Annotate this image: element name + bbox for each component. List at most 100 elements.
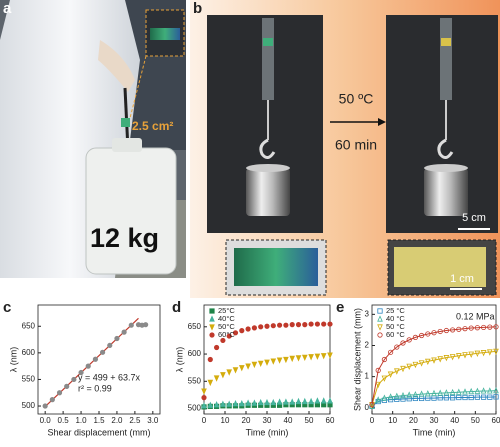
data-point xyxy=(431,389,437,397)
data-point xyxy=(264,359,270,366)
data-point xyxy=(295,322,302,328)
y-tick-label: 2 xyxy=(365,341,370,350)
data-point xyxy=(480,387,487,394)
data-point xyxy=(486,387,493,394)
data-point xyxy=(289,355,296,363)
data-point xyxy=(232,367,239,374)
data-point xyxy=(418,360,425,367)
data-point xyxy=(443,389,450,396)
x-tick-label: 0 xyxy=(370,416,375,425)
data-point xyxy=(474,387,481,394)
data-point xyxy=(449,388,456,396)
data-point xyxy=(468,387,475,395)
data-point xyxy=(232,330,239,336)
x-tick-label: 50 xyxy=(305,416,314,425)
y-tick-label: 500 xyxy=(188,404,202,413)
data-point xyxy=(412,391,419,398)
legend-label: 40 °C xyxy=(386,314,405,323)
data-point xyxy=(85,363,91,369)
data-point xyxy=(406,391,413,398)
data-point xyxy=(480,394,487,400)
x-tick-label: 30 xyxy=(263,416,272,425)
data-point xyxy=(114,335,120,342)
y-axis-label: λ (nm) xyxy=(174,347,184,373)
data-point xyxy=(270,323,276,329)
data-point xyxy=(387,349,394,355)
data-point xyxy=(320,353,327,360)
data-point xyxy=(257,398,264,406)
x-tick-label: 60 xyxy=(492,416,500,425)
data-point xyxy=(220,337,226,344)
data-point xyxy=(314,321,320,327)
data-point xyxy=(226,400,233,407)
data-point xyxy=(78,369,84,376)
x-tick-label: 0 xyxy=(202,416,207,425)
sample-right xyxy=(424,18,468,216)
x-axis-label: Time (min) xyxy=(413,427,456,437)
data-point xyxy=(245,363,251,370)
data-point xyxy=(493,324,499,330)
data-point xyxy=(493,348,499,356)
data-point xyxy=(437,328,443,335)
data-point xyxy=(207,379,214,387)
x-tick-label: 10 xyxy=(221,416,230,425)
data-point xyxy=(369,402,375,409)
y-tick-label: 0 xyxy=(365,403,370,412)
panel-label: d xyxy=(172,299,181,316)
legend-label: 25 °C xyxy=(386,306,405,315)
data-point xyxy=(92,356,99,362)
data-point xyxy=(462,326,468,332)
data-point xyxy=(474,350,481,357)
panel-label: a xyxy=(3,0,12,17)
data-point xyxy=(128,322,134,328)
data-point xyxy=(474,394,481,400)
data-point xyxy=(99,349,106,355)
data-point xyxy=(327,321,333,327)
data-point xyxy=(232,399,239,407)
data-point xyxy=(251,325,257,331)
y-tick-label: 650 xyxy=(188,322,202,331)
data-point xyxy=(387,393,394,400)
data-point xyxy=(480,324,487,331)
x-axis-label: Time (min) xyxy=(246,427,289,437)
data-point xyxy=(320,397,327,404)
legend-label: 40°C xyxy=(218,314,235,323)
data-point xyxy=(456,394,462,401)
data-point xyxy=(214,344,220,351)
data-point xyxy=(468,351,475,358)
data-point xyxy=(381,394,388,401)
data-point xyxy=(270,398,277,406)
x-tick-label: 2.0 xyxy=(111,416,123,425)
data-point xyxy=(456,326,462,332)
data-point xyxy=(425,331,431,337)
data-point xyxy=(251,361,258,369)
data-point xyxy=(295,355,302,362)
y-tick-label: 600 xyxy=(22,348,36,357)
scale-label: 5 cm xyxy=(462,212,486,224)
data-point xyxy=(375,381,382,389)
data-point xyxy=(121,329,127,335)
data-point xyxy=(468,394,474,401)
data-point xyxy=(213,401,220,408)
data-point xyxy=(480,350,487,357)
data-point xyxy=(314,397,321,404)
scale-label: 1 cm xyxy=(450,273,474,285)
data-point xyxy=(486,349,493,356)
data-point xyxy=(387,371,394,378)
x-tick-label: 50 xyxy=(471,416,480,425)
data-point xyxy=(283,356,289,364)
data-point xyxy=(431,330,437,336)
data-point xyxy=(276,322,283,328)
legend-marker xyxy=(377,332,383,338)
data-point xyxy=(393,392,400,399)
data-point xyxy=(258,324,264,330)
data-point xyxy=(276,357,283,364)
data-point xyxy=(327,397,333,404)
data-point xyxy=(487,324,493,330)
data-point xyxy=(289,322,295,328)
data-point xyxy=(424,358,431,366)
data-point xyxy=(431,357,437,364)
data-point xyxy=(455,353,462,360)
temperature-label: 50 ºC xyxy=(339,91,374,107)
